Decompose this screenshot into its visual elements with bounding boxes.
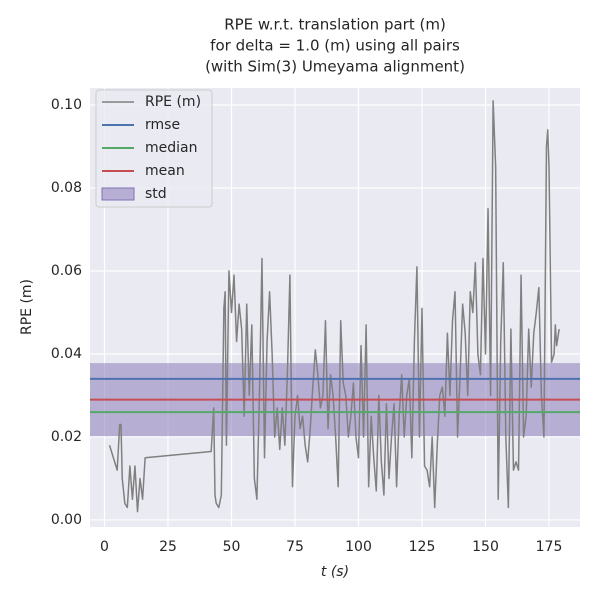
x-tick-label: 0 — [100, 539, 109, 555]
chart-title: RPE w.r.t. translation part (m) — [224, 16, 446, 34]
x-tick-label: 175 — [536, 539, 563, 555]
legend-label: median — [145, 140, 197, 156]
x-tick-label: 125 — [409, 539, 436, 555]
rpe-line — [108, 100, 560, 513]
y-tick-label: 0.00 — [51, 512, 82, 528]
y-tick-label: 0.02 — [51, 429, 82, 445]
x-tick-label: 150 — [472, 539, 499, 555]
y-axis-label: RPE (m) — [19, 279, 35, 335]
x-axis-label: t (s) — [321, 564, 349, 580]
legend-label: std — [145, 186, 167, 202]
legend-box — [95, 89, 213, 208]
legend-label: RPE (m) — [145, 94, 201, 110]
y-tick-label: 0.04 — [51, 346, 82, 362]
legend-label: rmse — [145, 117, 180, 133]
x-tick-label: 100 — [345, 539, 372, 555]
legend: RPE (m) rmse median mean std — [95, 89, 213, 208]
x-tick-label: 25 — [159, 539, 177, 555]
legend-swatch — [101, 187, 135, 201]
y-tick-label: 0.10 — [51, 97, 82, 113]
chart-title: (with Sim(3) Umeyama alignment) — [205, 58, 465, 76]
y-tick-label: 0.08 — [51, 180, 82, 196]
legend-label: mean — [145, 163, 185, 179]
x-tick-label: 75 — [286, 539, 304, 555]
chart-title: for delta = 1.0 (m) using all pairs — [210, 37, 460, 55]
y-tick-label: 0.06 — [51, 263, 82, 279]
x-tick-label: 50 — [223, 539, 241, 555]
